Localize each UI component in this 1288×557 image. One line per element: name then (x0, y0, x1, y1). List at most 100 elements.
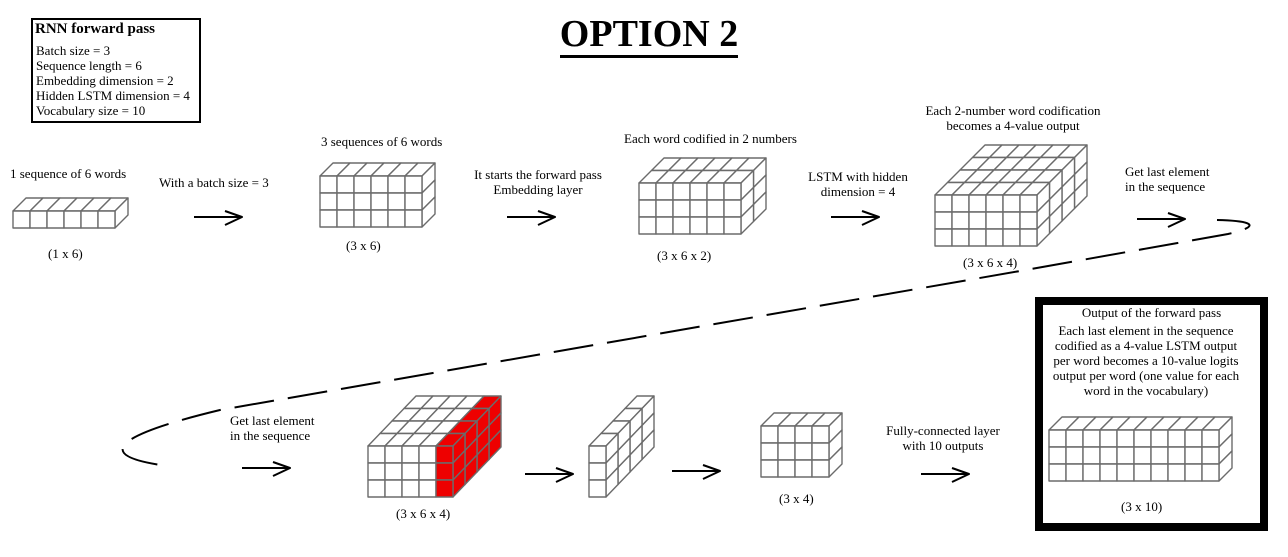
transition3-line2: dimension = 4 (820, 184, 896, 199)
tensor-3x6x4-front-cell (1002, 228, 1021, 247)
tensor-3x6-front-cell (404, 209, 423, 228)
tensor-sliced-front-cell (588, 479, 607, 498)
tensor-1x6-front-cell (29, 210, 48, 229)
tensor-3x6x4-last-front-cell (384, 462, 403, 481)
transition6-line1: Fully-connected layer (886, 423, 1000, 438)
tensor-3x6x2-front-cell (706, 199, 725, 218)
page-title: OPTION 2 (0, 12, 1288, 58)
output-title: Output of the forward pass (1081, 305, 1222, 320)
tensor-3x6-front-cell (353, 209, 372, 228)
tensor-3x6x4-front-cell (1019, 228, 1038, 247)
param-batch-size: Batch size = 3 (36, 43, 111, 58)
tensor-3x4-front-cell (794, 442, 813, 461)
transition6-line2: with 10 outputs (902, 438, 984, 453)
tensor-3x4-front-cell (811, 459, 830, 478)
tensor-3x6x4-last-front-cell (384, 445, 403, 464)
tensor-3x4-front-cell (794, 459, 813, 478)
tensor-sliced (588, 395, 655, 498)
tensor-3x4-front-cell (777, 442, 796, 461)
tensor-3x6x2-front-cell (655, 199, 674, 218)
tensor-3x6x4-last-front-cell (418, 479, 437, 498)
tensor-3x6-front-cell (370, 209, 389, 228)
tensor-3x6x2-front-cell (706, 182, 725, 201)
tensor-3x4-front-cell (811, 442, 830, 461)
tensor-drawings (12, 144, 1233, 498)
arrow-6 (525, 467, 574, 483)
tensor-3x6x4-last-front-cell (367, 462, 386, 481)
tensor-3x6x2-front-cell (689, 199, 708, 218)
tensor-3x6 (319, 162, 436, 228)
tensor-3x6x2-front-cell (638, 199, 657, 218)
tensor-1x6-front-cell (46, 210, 65, 229)
tensor-3x4-front-cell (811, 425, 830, 444)
tensor-3x6x4-front-cell (968, 194, 987, 213)
tensor-3x6x4-last (367, 395, 502, 498)
param-embedding-dimension: Embedding dimension = 2 (36, 73, 174, 88)
arrow-5 (242, 461, 291, 477)
tensor-3x6-front-cell (336, 192, 355, 211)
arrow-2 (507, 210, 556, 226)
output-line-4: output per word (one value for each (1052, 368, 1240, 383)
tensor-3x6-front-cell (319, 175, 338, 194)
tensor-3x6x2-front-cell (672, 199, 691, 218)
output-line-3: per word becomes a 10-value logits (1053, 353, 1239, 368)
tensor-3x6x4-last-front-cell (435, 445, 454, 464)
tensor-3x6x4-front-cell (951, 228, 970, 247)
tensor-3x6-front-cell (336, 175, 355, 194)
tensor-3x6-front-cell (404, 192, 423, 211)
tensor-3x6x4-front-cell (934, 211, 953, 230)
tensor-3x10-front-cell (1201, 463, 1220, 482)
tensor-3x6-front-cell (353, 192, 372, 211)
transition2-line1: It starts the forward pass (474, 167, 602, 182)
tensor-3x6x4-front-cell (968, 211, 987, 230)
tensor-3x6x4-front-cell (951, 211, 970, 230)
transition4-caption: Get last element in the sequence (1125, 164, 1209, 194)
tensor-3x6x4-front-cell (934, 228, 953, 247)
output-line-1: Each last element in the sequence (1058, 323, 1234, 338)
tensor-1x6-front-cell (63, 210, 82, 229)
param-hidden-lstm-dimension: Hidden LSTM dimension = 4 (36, 88, 190, 103)
tensor-3x6x4-last-front-cell (384, 479, 403, 498)
step2-caption: 3 sequences of 6 words (321, 134, 443, 149)
tensor-3x6x2-front-cell (672, 182, 691, 201)
tensor-1x6-front-cell (12, 210, 31, 229)
step1-caption: 1 sequence of 6 words (10, 166, 127, 181)
tensor-3x6x2-front-cell (723, 216, 742, 235)
tensor-3x6x4-front-cell (968, 228, 987, 247)
tensor-3x6x4-last-front-cell (418, 445, 437, 464)
param-sequence-length: Sequence length = 6 (36, 58, 142, 73)
tensor-sliced-front-cell (588, 445, 607, 464)
tensor-3x6x2-front-cell (723, 199, 742, 218)
transition3-line1: LSTM with hidden (808, 169, 908, 184)
step6-shape: (3 x 4) (779, 491, 814, 506)
step5-shape: (3 x 6 x 4) (396, 506, 451, 521)
tensor-3x6x4-front-cell (985, 194, 1004, 213)
output-box (1035, 297, 1268, 531)
tensor-3x6-front-cell (370, 192, 389, 211)
tensor-3x6-front-cell (336, 209, 355, 228)
output-description: Each last element in the sequence codifi… (1043, 323, 1249, 398)
step4-line2: becomes a 4-value output (946, 118, 1080, 133)
tensor-3x4-front-cell (794, 425, 813, 444)
tensor-3x6x2-front-cell (689, 216, 708, 235)
output-line-2: codified as a 4-value LSTM output (1054, 338, 1238, 353)
tensor-3x6x4-front-cell (1002, 194, 1021, 213)
tensor-3x6x2-front-cell (638, 182, 657, 201)
tensor-3x4-front-cell (760, 425, 779, 444)
tensor-3x6-front-cell (319, 209, 338, 228)
tensor-3x6x2-front-cell (655, 216, 674, 235)
output-shape: (3 x 10) (1121, 499, 1163, 514)
transition2-caption: It starts the forward pass Embedding lay… (468, 167, 608, 197)
tensor-3x6x2-front-cell (706, 216, 725, 235)
tensor-3x6-front-cell (319, 192, 338, 211)
connector-dashed-line (121, 219, 1251, 467)
tensor-3x6x2-front-cell (655, 182, 674, 201)
tensor-3x6x4-last-front-cell (435, 479, 454, 498)
transition4-line2: in the sequence (1125, 179, 1206, 194)
arrow-4 (1137, 212, 1186, 228)
tensor-3x6x4-front-cell (985, 211, 1004, 230)
transition5-line2: in the sequence (230, 428, 311, 443)
tensor-3x6x4-last-front-cell (367, 445, 386, 464)
arrow-7 (672, 464, 721, 480)
